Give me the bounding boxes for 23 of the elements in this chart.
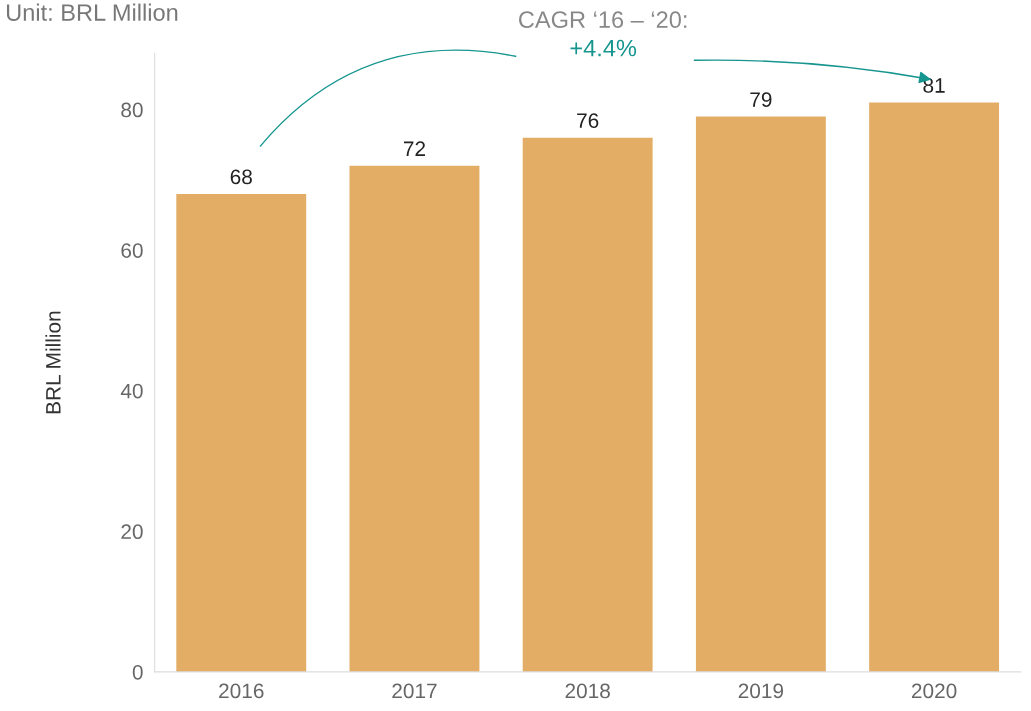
data-label: 79 [750,92,772,107]
data-label: 72 [403,141,425,156]
x-tick-label: 2020 [911,683,957,699]
x-tick-label: 2018 [565,683,610,699]
x-tick-label: 2017 [392,683,437,699]
x-tick-label: 2016 [219,683,264,699]
y-tick-label: 80 [121,102,143,118]
bar [522,137,653,672]
data-label: 76 [577,113,599,128]
bar [349,165,480,672]
bar [695,116,826,672]
chart-subtitle: Unit: BRL Million [6,3,178,21]
x-tick-label: 2019 [738,683,784,699]
y-tick-label: 0 [132,664,143,680]
bar [176,193,307,672]
y-axis-title: BRL Million [45,311,61,414]
y-tick-label: 40 [120,383,143,399]
bar [869,102,1000,672]
text: CAGR ‘16 – ‘20: [519,11,687,29]
annotation: +4.4% [570,39,637,57]
data-label: 68 [230,169,252,185]
y-tick-label: 20 [121,524,143,540]
y-tick-label: 60 [121,243,143,258]
